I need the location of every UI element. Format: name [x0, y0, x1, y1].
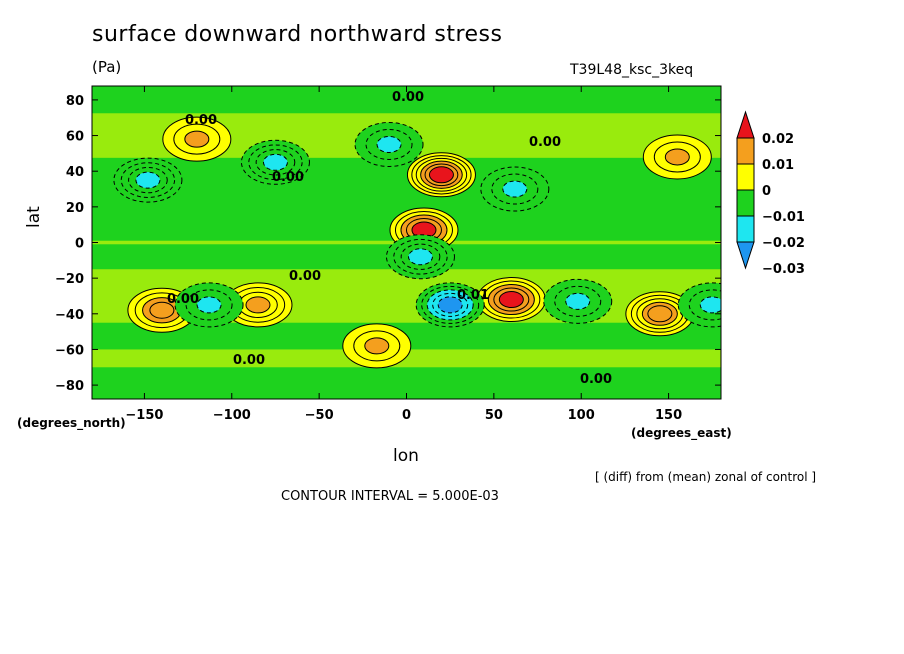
feature-12-ring-3	[262, 153, 288, 171]
y-tick-label-3: 20	[66, 201, 84, 216]
field-layer	[92, 86, 721, 399]
colorbar-label-3: −0.01	[762, 210, 805, 225]
contour-interval: CONTOUR INTERVAL = 5.000E-03	[281, 489, 499, 504]
colorbar: 0.02 0.01 0 −0.01 −0.02 −0.03	[736, 110, 805, 277]
x-tick-label-3: 0	[402, 408, 411, 423]
colorbar-segment-0	[736, 137, 755, 165]
contour-label-6: 0.01	[457, 288, 489, 303]
feature-9-ring-4	[437, 296, 463, 314]
y-tick-label-7: −60	[55, 343, 84, 358]
colorbar-label-2: 0	[762, 184, 771, 199]
feature-5-ring-3	[245, 296, 271, 314]
feature-6-ring-2	[184, 130, 210, 148]
feature-3-ring-4	[647, 305, 673, 323]
feature-15-ring-2	[502, 180, 528, 198]
x-tick-label-2: −50	[305, 408, 334, 423]
contour-label-5: 0.00	[233, 353, 265, 368]
chart-units: (Pa)	[92, 58, 122, 76]
feature-13-ring-2	[376, 135, 402, 153]
x-tick-label-5: 100	[568, 408, 595, 423]
x-tick-label-6: 150	[655, 408, 682, 423]
axes-layer: −150 −100 −50 0 50 100 150 80 60 40 20 0 −20 −40 −60 −8…	[55, 86, 721, 423]
feature-17-ring-2	[699, 296, 721, 314]
feature-16-ring-2	[565, 292, 591, 310]
colorbar-bottom-arrow	[736, 241, 755, 270]
y-tick-label-2: 40	[66, 165, 84, 180]
colorbar-segment-3	[736, 215, 755, 243]
x-tick-label-4: 50	[485, 408, 503, 423]
feature-8-ring-2	[364, 337, 390, 355]
y-unit-label: (degrees_north)	[17, 416, 126, 430]
feature-14-ring-2	[196, 296, 222, 314]
feature-0-ring-5	[428, 166, 454, 184]
contour-label-4: 0.00	[167, 292, 199, 307]
y-tick-label-8: −80	[55, 379, 84, 394]
feature-7-ring-2	[664, 148, 690, 166]
contour-label-0: 0.00	[392, 90, 424, 105]
contour-label-3: 0.00	[529, 135, 561, 150]
feature-10-ring-3	[407, 248, 433, 266]
run-label: T39L48_ksc_3keq	[570, 62, 694, 78]
diff-note: [ (diff) from (mean) zonal of control ]	[595, 470, 817, 484]
y-tick-label-6: −40	[55, 308, 84, 323]
y-tick-label-4: 0	[75, 237, 84, 252]
feature-2-ring-4	[498, 291, 524, 309]
colorbar-label-1: 0.01	[762, 158, 794, 173]
feature-4-ring-3	[149, 301, 175, 319]
y-tick-label-1: 60	[66, 130, 84, 145]
colorbar-segment-1	[736, 163, 755, 191]
y-tick-label-0: 80	[66, 94, 84, 109]
contour-label-7: 0.00	[580, 372, 612, 387]
colorbar-segment-2	[736, 189, 755, 217]
colorbar-label-5: −0.03	[762, 262, 805, 277]
x-axis-label: lon	[393, 446, 419, 466]
field-band-3	[92, 349, 721, 368]
y-tick-label-5: −20	[55, 272, 84, 287]
contour-label-2: 0.00	[272, 170, 304, 185]
x-tick-label-1: −100	[213, 408, 251, 423]
colorbar-top-arrow	[736, 110, 755, 139]
contour-label-8: 0.00	[289, 269, 321, 284]
colorbar-label-0: 0.02	[762, 132, 794, 147]
x-unit-label: (degrees_east)	[631, 426, 732, 440]
feature-11-ring-3	[135, 171, 161, 189]
chart-title: surface downward northward stress	[92, 22, 503, 47]
x-tick-label-0: −150	[125, 408, 163, 423]
contour-labels: 0.00 0.00 0.00 0.00 0.00 0.00 0.01 0.00 0.00	[167, 90, 612, 387]
contour-label-1: 0.00	[185, 113, 217, 128]
colorbar-label-4: −0.02	[762, 236, 805, 251]
